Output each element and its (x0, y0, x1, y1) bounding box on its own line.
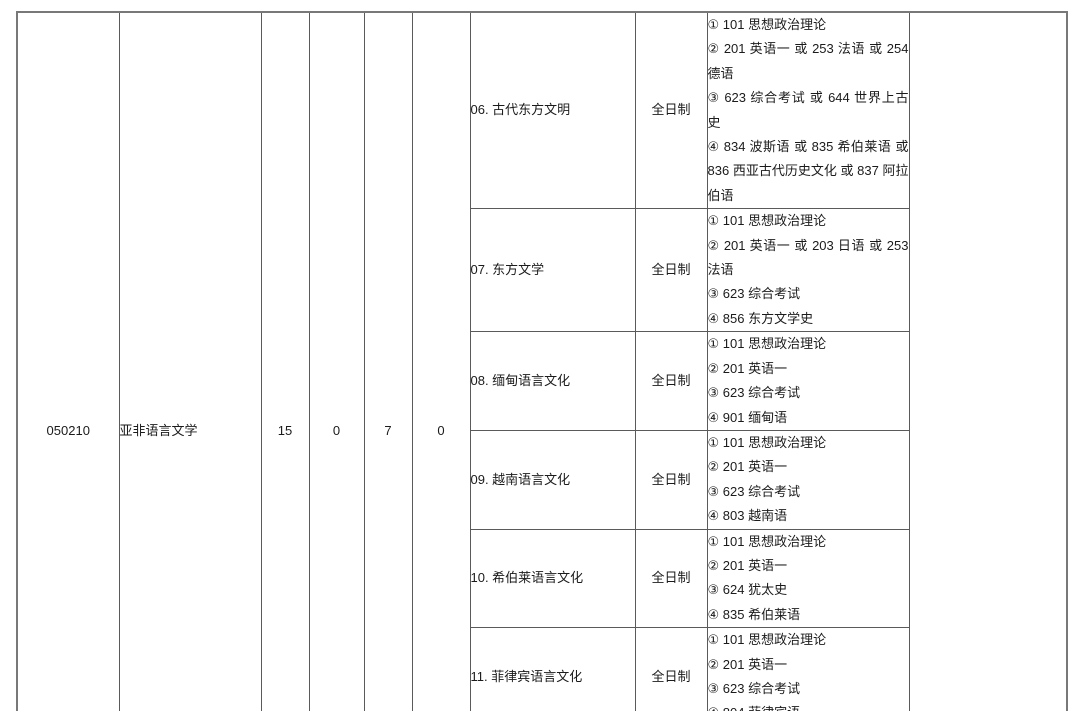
study-mode-cell: 全日制 (634, 11, 708, 210)
exam-subject-line: ③ 624 犹太史 (707, 582, 788, 598)
special-count-cell: 0 (411, 11, 471, 711)
exam-subject-line: ③ 623 综合考试 (707, 483, 801, 499)
exam-subject-line: ① 101 思想政治理论 (707, 632, 827, 648)
exam-subject-line: ③ 623 综合考试 (707, 385, 801, 401)
research-direction-cell: 08. 缅甸语言文化 (469, 331, 636, 431)
table-row: 050210 亚非语言文学 15 0 7 0 06. 古代东方文明 全日制 ① 101 思想政治… (16, 11, 1068, 711)
major-name-cell: 亚非语言文学 (118, 11, 262, 711)
study-mode-cell: 全日制 (634, 331, 708, 431)
exam-subject-line: ② 201 英语一 (707, 360, 788, 376)
exam-count-cell: 7 (363, 11, 413, 711)
exam-subject-line: ① 101 思想政治理论 (707, 336, 827, 352)
research-direction-cell: 11. 菲律宾语言文化 (469, 627, 636, 711)
exam-subject-line: ② 201 英语一 (707, 656, 788, 672)
exam-subject-line: ④ 804 菲律宾语 (708, 701, 909, 711)
exam-subject-line: ④ 834 波斯语 或 835 希伯莱语 或 836 西亚古代历史文化 或 83… (707, 139, 909, 203)
study-mode-cell: 全日制 (634, 528, 708, 629)
table-row: 11. 菲律宾语言文化 全日制 ① 101 思想政治理论 ② 201 英语一 ③ 623… (17, 627, 1067, 711)
study-mode-cell: 全日制 (634, 208, 708, 333)
planned-count-cell: 15 (260, 11, 310, 711)
exam-subject-line: ① 101 思想政治理论 (707, 17, 827, 32)
research-direction-cell: 10. 希伯莱语言文化 (469, 528, 636, 629)
exam-subject-line: ④ 856 东方文学史 (707, 310, 814, 326)
table-body: 050210 亚非语言文学 15 0 7 0 06. 古代东方文明 全日制 ① 101 思想政治… (16, 11, 1068, 711)
exam-subjects-cell: ① 101 思想政治理论 ② 201 英语一 或 203 日语 或 253 法语 ③… (706, 208, 910, 333)
major-code-cell: 050210 (16, 11, 120, 711)
exam-subject-line: ④ 803 越南语 (707, 508, 788, 524)
exam-subject-line: ① 101 思想政治理论 (707, 213, 827, 229)
exam-subject-line: ② 201 英语一 (707, 557, 788, 573)
admissions-table: 050210 亚非语言文学 15 0 7 0 06. 古代东方文明 全日制 ① 101 思想政治… (16, 11, 1068, 711)
exam-subject-line: ③ 623 综合考试 (707, 286, 801, 302)
exam-subject-line: ② 201 英语一 或 203 日语 或 253 法语 (707, 237, 909, 278)
exam-subject-line: ③ 623 综合考试 或 644 世界上古史 (707, 90, 909, 130)
exam-subjects-cell: ① 101 思想政治理论 ② 201 英语一 ③ 623 综合考试 ④ 901 缅甸语 (706, 331, 910, 431)
exam-subjects-cell: ① 101 思想政治理论 ② 201 英语一 ③ 623 综合考试 ④ 803 越南语 (706, 429, 910, 530)
recommended-count-cell: 0 (308, 11, 365, 711)
remark-cell (908, 11, 1068, 711)
exam-subject-line: ① 101 思想政治理论 (707, 434, 827, 450)
exam-subject-line: ② 201 英语一 或 253 法语 或 254 德语 (707, 41, 909, 81)
research-direction-cell: 07. 东方文学 (469, 208, 636, 333)
exam-subjects-cell: ① 101 思想政治理论 ② 201 英语一 或 253 法语 或 254 德语 ③… (706, 11, 910, 210)
exam-subjects-cell: ① 101 思想政治理论 ② 201 英语一 ③ 623 综合考试 ④ 804 菲律宾… (706, 627, 910, 711)
exam-subject-line: ④ 835 希伯莱语 (707, 606, 801, 622)
study-mode-cell: 全日制 (634, 627, 708, 711)
study-mode-cell: 全日制 (634, 429, 708, 530)
table-row: 08. 缅甸语言文化 全日制 ① 101 思想政治理论 ② 201 英语一 ③ 623 … (17, 331, 1067, 431)
exam-subject-line: ① 101 思想政治理论 (707, 533, 827, 549)
exam-subjects-cell: ① 101 思想政治理论 ② 201 英语一 ③ 624 犹太史 ④ 835 希伯莱语 (706, 528, 910, 629)
research-direction-cell: 06. 古代东方文明 (469, 11, 636, 210)
table-row: 07. 东方文学 全日制 ① 101 思想政治理论 ② 201 英语一 或 203 日… (17, 208, 1067, 333)
exam-subject-line: ③ 623 综合考试 (707, 680, 801, 696)
exam-subject-line: ④ 901 缅甸语 (707, 409, 788, 425)
research-direction-cell: 09. 越南语言文化 (469, 429, 636, 530)
table-row: 09. 越南语言文化 全日制 ① 101 思想政治理论 ② 201 英语一 ③ 623 … (17, 429, 1067, 530)
exam-subject-line: ② 201 英语一 (707, 459, 788, 475)
